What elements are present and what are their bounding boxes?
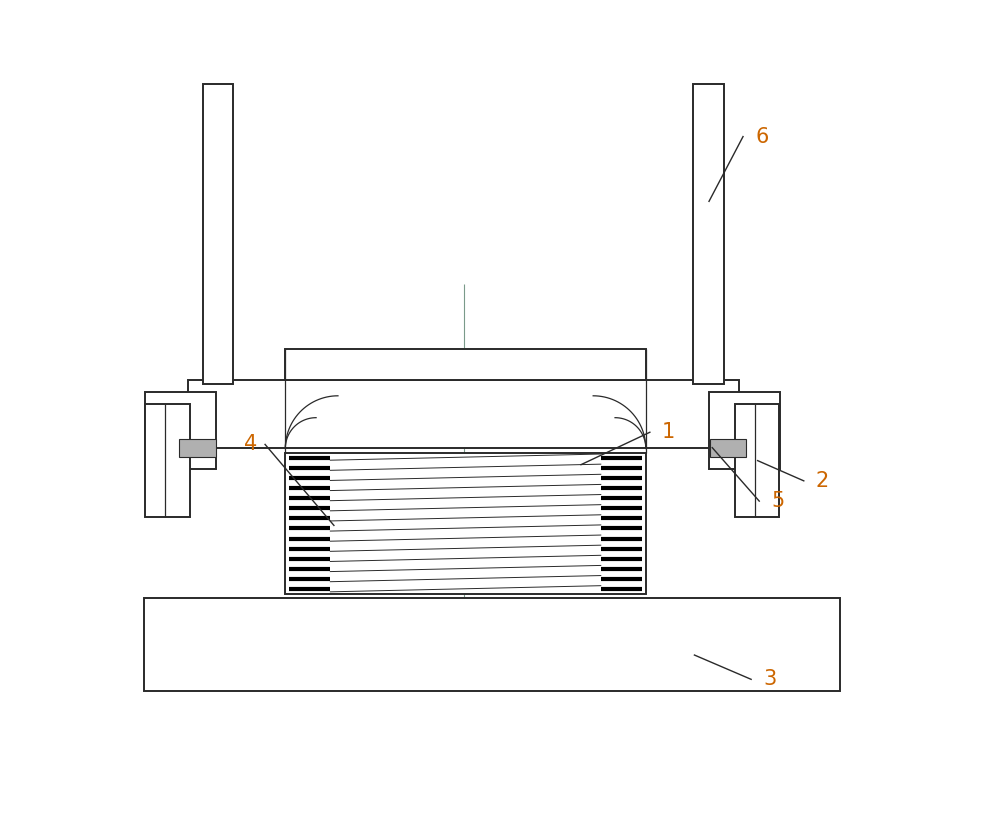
- Text: 6: 6: [755, 127, 769, 147]
- Text: 3: 3: [763, 669, 777, 690]
- Bar: [735, 404, 779, 517]
- Bar: [144, 598, 840, 691]
- Text: 2: 2: [816, 471, 829, 491]
- Bar: [710, 438, 746, 456]
- Bar: [145, 404, 190, 517]
- Bar: [179, 438, 216, 456]
- Bar: [693, 84, 724, 384]
- Bar: [188, 380, 739, 448]
- Bar: [709, 391, 780, 469]
- Text: 1: 1: [662, 422, 675, 442]
- Bar: [203, 84, 233, 384]
- Bar: [285, 349, 646, 380]
- Bar: [145, 391, 216, 469]
- Text: 4: 4: [244, 434, 257, 454]
- Bar: [285, 452, 646, 594]
- Text: 5: 5: [771, 491, 785, 511]
